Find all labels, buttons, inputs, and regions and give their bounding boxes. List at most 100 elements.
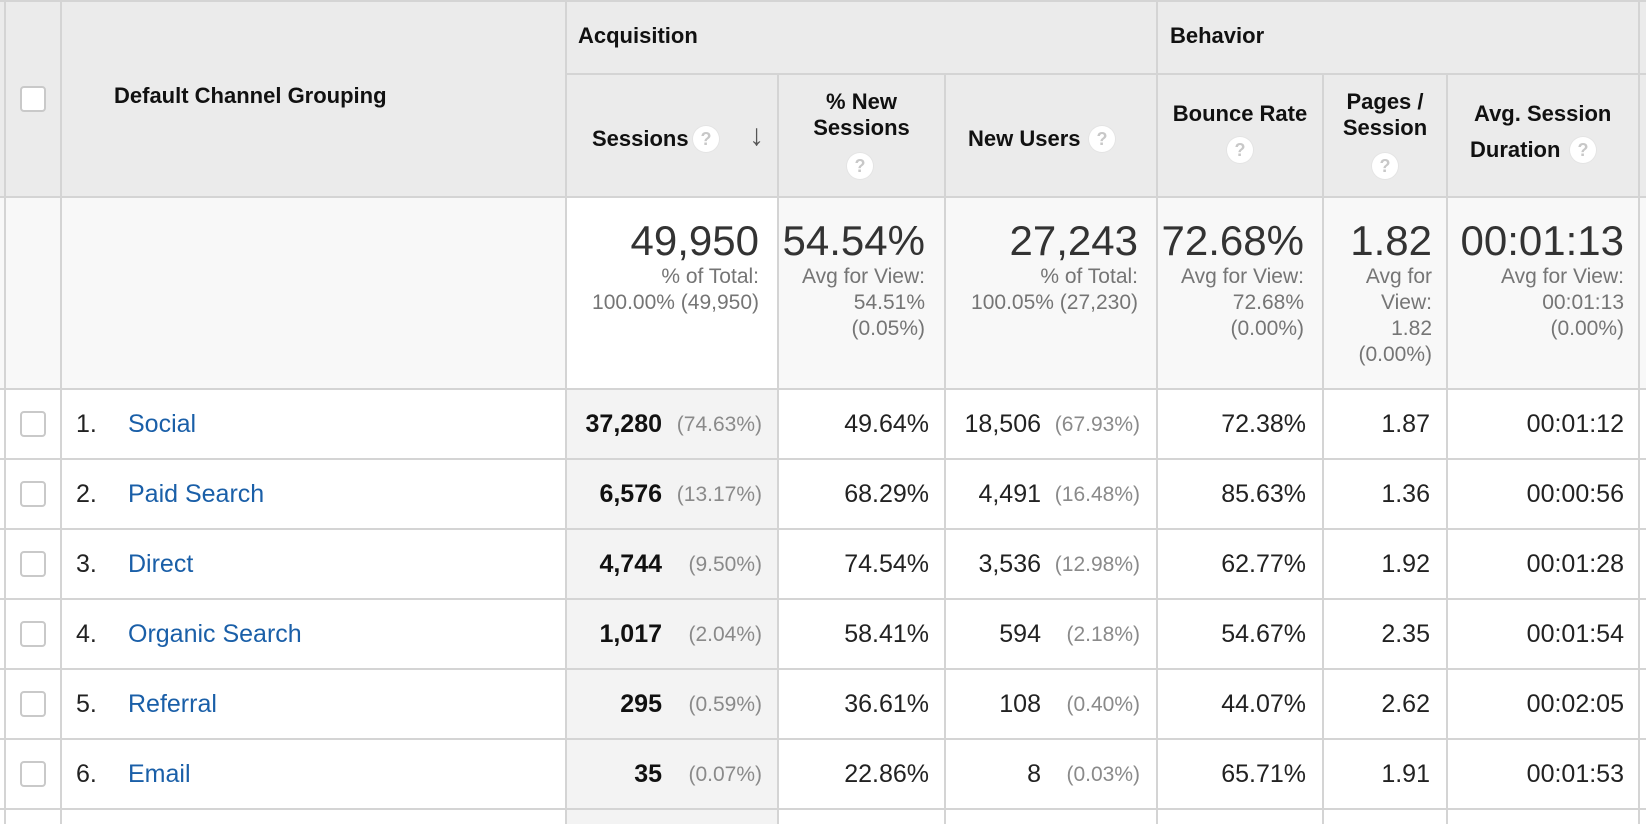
- sessions-value: 6,576: [599, 480, 662, 508]
- pct-new-header-line1: % New: [826, 89, 897, 114]
- pages-per-session-value: 1.91: [1381, 760, 1430, 788]
- sessions-value: 35: [634, 760, 662, 788]
- table-row: 4. Organic Search 1,017 (2.04%) 58.41% 5…: [0, 600, 1646, 668]
- channel-link[interactable]: Social: [128, 410, 197, 438]
- channel-link[interactable]: Referral: [128, 690, 217, 718]
- pages-per-session-column-header[interactable]: Pages / Session ?: [1324, 75, 1446, 196]
- bounce-rate-value: 44.07%: [1221, 690, 1306, 718]
- total-bounce-line2: 72.68%: [1232, 291, 1304, 314]
- dimension-header[interactable]: Default Channel Grouping: [114, 83, 387, 108]
- acquisition-group-header: Acquisition: [578, 23, 698, 48]
- select-all-checkbox[interactable]: [20, 86, 46, 112]
- grid-line: [0, 528, 1646, 530]
- total-new-users-line1: % of Total:: [1040, 265, 1138, 288]
- total-duration-line2: 00:01:13: [1542, 291, 1624, 314]
- total-bounce-line1: Avg for View:: [1181, 265, 1304, 288]
- grid-line: [0, 738, 1646, 740]
- table-row: 5. Referral 295 (0.59%) 36.61% 108 (0.40…: [0, 670, 1646, 738]
- pages-header-line2: Session: [1342, 115, 1428, 140]
- total-pages-value: 1.82: [1350, 217, 1432, 264]
- sessions-column-header[interactable]: Sessions ? ↓: [567, 75, 777, 196]
- row-checkbox[interactable]: [20, 481, 46, 507]
- grid-line: [60, 0, 62, 824]
- grid-line: [1322, 74, 1324, 824]
- avg-session-duration-column-header[interactable]: Avg. Session Duration ?: [1448, 75, 1638, 196]
- grid-line: [1156, 0, 1158, 824]
- total-pct-new-line2: 54.51%: [853, 291, 925, 314]
- help-icon[interactable]: ?: [1227, 137, 1253, 163]
- channel-link[interactable]: Paid Search: [128, 480, 265, 508]
- row-checkbox[interactable]: [20, 761, 46, 787]
- pct-new-header-line2: Sessions: [813, 115, 910, 140]
- total-sessions-line1: % of Total:: [661, 265, 759, 288]
- grid-line: [0, 808, 1646, 810]
- total-pct-new-line1: Avg for View:: [802, 265, 925, 288]
- row-number: 1.: [76, 410, 97, 438]
- grid-line: [4, 0, 6, 824]
- row-checkbox[interactable]: [20, 411, 46, 437]
- help-icon[interactable]: ?: [1372, 153, 1398, 179]
- grid-line: [1446, 74, 1448, 824]
- sessions-value: 37,280: [585, 410, 662, 438]
- row-checkbox[interactable]: [20, 621, 46, 647]
- help-icon[interactable]: ?: [1570, 137, 1596, 163]
- new-users-header-label: New Users: [968, 126, 1081, 151]
- new-users-percent: (0.03%): [1066, 763, 1140, 786]
- new-users-column-header[interactable]: New Users ?: [946, 75, 1156, 196]
- total-pages-line4: (0.00%): [1358, 343, 1432, 366]
- pct-new-sessions-value: 68.29%: [844, 480, 929, 508]
- row-number: 3.: [76, 550, 97, 578]
- avg-session-duration-value: 00:01:12: [1526, 410, 1624, 438]
- bounce-rate-value: 85.63%: [1221, 480, 1306, 508]
- row-number: 4.: [76, 620, 97, 648]
- table-row: 6. Email 35 (0.07%) 22.86% 8 (0.03%) 65.…: [0, 740, 1646, 808]
- sessions-column-bg: [567, 390, 779, 824]
- help-icon[interactable]: ?: [693, 126, 719, 152]
- pct-new-sessions-value: 22.86%: [844, 760, 929, 788]
- grid-line: [0, 196, 1646, 198]
- avg-session-duration-value: 00:01:53: [1526, 760, 1624, 788]
- help-icon[interactable]: ?: [847, 153, 873, 179]
- table-row: 2. Paid Search 6,576 (13.17%) 68.29% 4,4…: [0, 460, 1646, 528]
- pct-new-sessions-column-header[interactable]: % New Sessions ?: [779, 75, 944, 196]
- total-sessions-line2: 100.00% (49,950): [592, 291, 759, 314]
- sort-descending-icon[interactable]: ↓: [749, 119, 764, 152]
- channel-link[interactable]: Organic Search: [128, 620, 302, 648]
- grid-line: [944, 74, 946, 824]
- total-duration-line1: Avg for View:: [1501, 265, 1624, 288]
- total-pages-line3: 1.82: [1391, 317, 1432, 340]
- new-users-percent: (16.48%): [1054, 483, 1140, 506]
- new-users-value: 18,506: [964, 410, 1041, 438]
- sessions-percent: (0.07%): [688, 763, 762, 786]
- sessions-value: 4,744: [599, 550, 662, 578]
- table-row: 3. Direct 4,744 (9.50%) 74.54% 3,536 (12…: [0, 530, 1646, 598]
- total-new-users-line2: 100.05% (27,230): [971, 291, 1138, 314]
- total-pages-line1: Avg for: [1365, 265, 1432, 288]
- grid-line: [777, 74, 779, 824]
- new-users-percent: (12.98%): [1054, 553, 1140, 576]
- pages-per-session-value: 1.87: [1381, 410, 1430, 438]
- new-users-percent: (2.18%): [1066, 623, 1140, 646]
- new-users-value: 4,491: [978, 480, 1041, 508]
- help-icon[interactable]: ?: [1089, 126, 1115, 152]
- total-bounce-value: 72.68%: [1161, 217, 1304, 264]
- table-row: 1. Social 37,280 (74.63%) 49.64% 18,506 …: [0, 390, 1646, 458]
- row-checkbox[interactable]: [20, 691, 46, 717]
- row-number: 5.: [76, 690, 97, 718]
- avg-session-duration-value: 00:00:56: [1526, 480, 1624, 508]
- channel-link[interactable]: Direct: [128, 550, 194, 578]
- grid-line: [0, 388, 1646, 390]
- bounce-rate-value: 72.38%: [1221, 410, 1306, 438]
- total-duration-value: 00:01:13: [1460, 217, 1625, 264]
- bounce-rate-column-header[interactable]: Bounce Rate ?: [1158, 75, 1322, 196]
- avg-session-duration-value: 00:01:54: [1526, 620, 1624, 648]
- sessions-percent: (13.17%): [676, 483, 762, 506]
- totals-dimension-cell: [62, 198, 567, 390]
- row-checkbox[interactable]: [20, 551, 46, 577]
- bounce-rate-value: 65.71%: [1221, 760, 1306, 788]
- table-header: [0, 0, 1646, 198]
- sessions-percent: (9.50%): [688, 553, 762, 576]
- total-pages-line2: View:: [1381, 291, 1432, 314]
- channel-link[interactable]: Email: [128, 760, 191, 788]
- grid-line: [565, 0, 567, 824]
